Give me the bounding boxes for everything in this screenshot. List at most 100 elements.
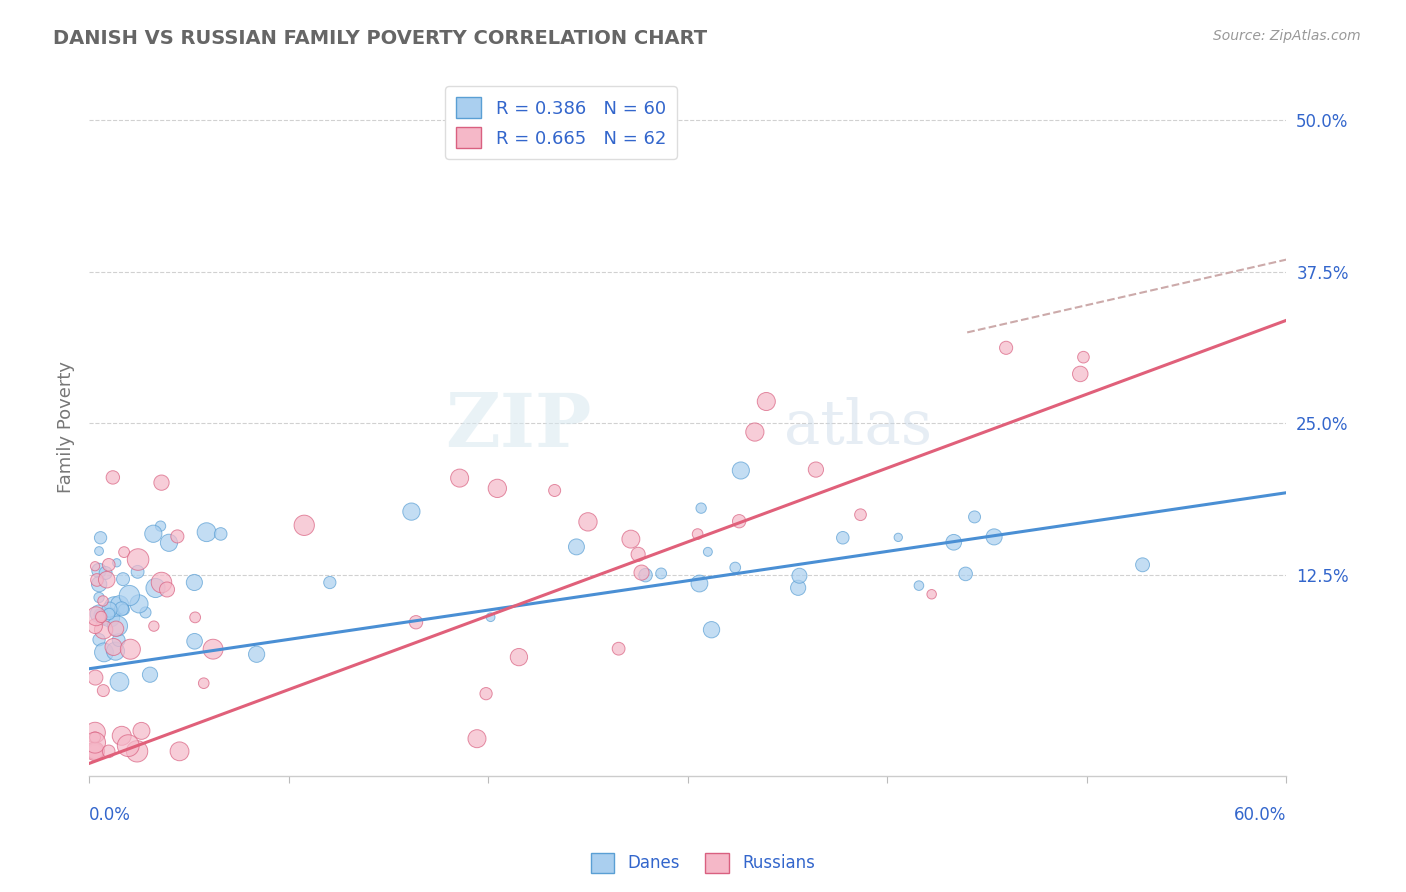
Point <box>84 744 107 758</box>
Point <box>1073 350 1095 364</box>
Point <box>111 729 134 743</box>
Point <box>728 514 751 528</box>
Point <box>84 736 107 750</box>
Point <box>90 610 112 624</box>
Point <box>111 572 134 586</box>
Text: atlas: atlas <box>783 397 932 457</box>
Legend: R = 0.386   N = 60, R = 0.665   N = 62: R = 0.386 N = 60, R = 0.665 N = 62 <box>446 87 678 159</box>
Point <box>246 647 269 661</box>
Point <box>93 623 115 637</box>
Point <box>134 606 156 620</box>
Point <box>686 527 709 541</box>
Point <box>87 591 110 605</box>
Point <box>149 519 172 533</box>
Point <box>630 566 652 580</box>
Point <box>105 556 128 570</box>
Point <box>103 640 125 654</box>
Point <box>87 632 110 647</box>
Point <box>91 683 114 698</box>
Point <box>465 731 488 746</box>
Point <box>724 560 747 574</box>
Point <box>84 744 107 758</box>
Point <box>145 581 167 595</box>
Point <box>118 589 141 603</box>
Point <box>319 575 342 590</box>
Point <box>97 558 120 572</box>
Point <box>1069 367 1091 381</box>
Point <box>169 744 191 758</box>
Point <box>475 687 498 701</box>
Point <box>401 505 423 519</box>
Point <box>112 545 135 559</box>
Point <box>87 564 110 578</box>
Point <box>921 587 943 601</box>
Point <box>787 581 810 595</box>
Point <box>565 540 588 554</box>
Point <box>91 610 114 624</box>
Point <box>405 615 427 630</box>
Point <box>107 633 129 648</box>
Point <box>84 609 107 624</box>
Point <box>108 674 131 689</box>
Point <box>117 739 139 753</box>
Point <box>150 475 173 490</box>
Point <box>150 575 173 590</box>
Point <box>84 744 107 758</box>
Point <box>120 642 142 657</box>
Point <box>209 527 232 541</box>
Point <box>688 576 710 591</box>
Point <box>157 536 180 550</box>
Point <box>292 518 315 533</box>
Point <box>995 341 1018 355</box>
Point <box>94 566 117 580</box>
Point <box>98 610 121 624</box>
Point <box>127 552 149 566</box>
Point <box>105 622 128 636</box>
Point <box>700 623 723 637</box>
Point <box>479 610 502 624</box>
Legend: Danes, Russians: Danes, Russians <box>585 847 821 880</box>
Point <box>87 544 110 558</box>
Point <box>486 482 509 496</box>
Point <box>89 607 111 622</box>
Point <box>607 641 630 656</box>
Point <box>202 642 225 657</box>
Point <box>193 676 215 690</box>
Point <box>804 462 827 476</box>
Point <box>90 531 112 545</box>
Point <box>963 509 986 524</box>
Point <box>128 597 150 611</box>
Point <box>730 463 752 477</box>
Point <box>183 634 205 648</box>
Point <box>183 575 205 590</box>
Point <box>576 515 599 529</box>
Point <box>627 547 650 561</box>
Point <box>139 667 162 681</box>
Point <box>983 530 1005 544</box>
Point <box>789 568 811 582</box>
Point <box>103 599 125 614</box>
Point <box>955 566 977 581</box>
Point <box>98 607 121 621</box>
Text: 60.0%: 60.0% <box>1234 806 1286 824</box>
Point <box>650 566 672 581</box>
Point <box>110 602 132 616</box>
Point <box>89 577 111 591</box>
Point <box>508 650 530 665</box>
Text: DANISH VS RUSSIAN FAMILY POVERTY CORRELATION CHART: DANISH VS RUSSIAN FAMILY POVERTY CORRELA… <box>53 29 707 47</box>
Text: 0.0%: 0.0% <box>89 806 131 824</box>
Point <box>84 619 107 633</box>
Point <box>91 594 114 608</box>
Point <box>84 744 107 758</box>
Point <box>156 582 179 597</box>
Point <box>84 559 107 574</box>
Point <box>744 425 766 439</box>
Point <box>142 619 165 633</box>
Point <box>87 607 110 621</box>
Point <box>1132 558 1154 572</box>
Point <box>634 568 657 582</box>
Point <box>98 602 121 616</box>
Text: ZIP: ZIP <box>446 390 592 463</box>
Point <box>142 526 165 541</box>
Point <box>543 483 565 498</box>
